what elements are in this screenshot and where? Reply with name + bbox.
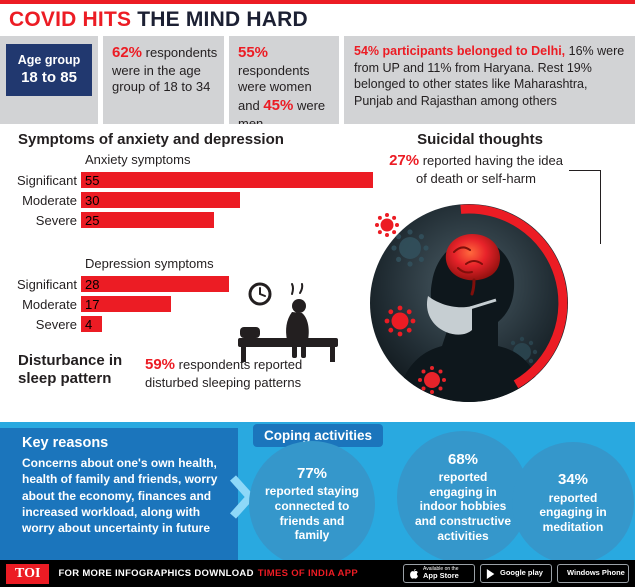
top-red-line [0,0,635,4]
toi-logo: TOI [6,563,50,584]
virus-particle-red-icon [375,213,399,237]
bar-row: Moderate 30 [0,192,373,208]
age-group-label: Age group [17,53,81,67]
stat-state-distribution: 54% participants belonged to Delhi, 16% … [344,36,635,124]
connector-line-vertical [600,170,601,244]
page-title-red: COVID HITS [9,8,132,31]
virus-particle-red-icon [418,366,446,394]
sleep-disturbance-title: Disturbance in sleep pattern [18,352,123,387]
anxiety-significant-bar: 55 [81,172,373,188]
stat-gender-mid: respondents were women and [238,62,312,114]
depression-significant-bar: 28 [81,276,230,292]
stats-strip: Age group 18 to 85 62% respondents were … [0,36,635,131]
symptoms-section: Symptoms of anxiety and depression Anxie… [0,124,635,422]
virus-particle-red-icon [384,305,416,337]
bar-value: 30 [85,192,100,208]
sleep-rest: respondents reported disturbed sleeping … [145,357,303,390]
stat-age-text: respondents were in the age group of 18 … [112,45,218,95]
brain-highlight [445,234,500,281]
stat-gender-split: 55% respondents were women and 45% were … [229,36,339,131]
bar-row: Significant 28 [0,276,230,292]
depression-group-label: Depression symptoms [85,256,214,271]
bar-row: Severe 4 [0,316,229,332]
bar-category-label: Significant [17,172,77,188]
key-reasons-body: Concerns about one's own health, health … [22,456,218,536]
page-title-dark: THE MIND HARD [131,8,308,31]
coping-circle-friends: 77% reported staying connected to friend… [249,441,375,567]
person-on-bed-icon [238,282,338,362]
badge-line2: Windows Phone [567,568,625,578]
google-play-badge[interactable]: Google play [480,564,552,583]
stat-men-pct: 45% [263,97,294,115]
badge-line2: Google play [500,568,543,578]
age-group-box: Age group 18 to 85 [6,44,92,96]
stat-state-rest: 16% were from UP and 11% from Haryana. R… [354,44,625,108]
depression-bar-chart: Significant 28 Moderate 17 Severe 4 [0,276,230,336]
suicidal-rest: reported having the idea of death or sel… [416,153,563,186]
bar-row: Moderate 17 [0,296,229,312]
bar-category-label: Significant [17,276,77,292]
anxiety-moderate-bar: 30 [81,192,240,208]
bar-category-label: Moderate [22,192,77,208]
coping-text: reported engaging in indoor hobbies and … [414,470,512,543]
bar-category-label: Severe [35,212,77,228]
suicidal-thoughts-title: Suicidal thoughts [417,131,543,148]
sleep-disturbance-text: 59% respondents reported disturbed sleep… [145,355,335,391]
bar-value: 25 [85,212,100,228]
windows-phone-badge[interactable]: Windows Phone [557,564,629,583]
anxiety-group-label: Anxiety symptoms [85,152,191,167]
coping-text: reported engaging in meditation [539,490,607,534]
bar-value: 17 [85,296,100,312]
anxiety-bar-chart: Significant 55 Moderate 30 Severe 25 [0,172,373,232]
anxiety-severe-bar: 25 [81,212,214,228]
sleep-pct: 59% [145,356,176,373]
footer-app-name: TIMES OF INDIA APP [257,568,358,579]
apple-icon [410,568,418,579]
stat-women-pct: 55% [238,44,269,61]
connector-line-horizontal [569,170,601,171]
bar-row: Severe 25 [0,212,373,228]
badge-line2: App Store [423,571,459,581]
stat-block-age-group: Age group 18 to 85 [0,36,98,124]
depression-severe-bar: 4 [81,316,103,332]
google-play-icon [486,568,495,579]
footer-promo-text: FOR MORE INFOGRAPHICS DOWNLOAD [58,568,254,579]
suicidal-thoughts-text: 27% reported having the idea of death or… [383,151,569,187]
coping-circle-meditation: 34% reported engaging in meditation [512,442,634,564]
symptoms-heading: Symptoms of anxiety and depression [18,131,284,148]
badge-line1: Available on the [423,565,459,572]
suicidal-pct: 27% [389,152,420,169]
coping-circle-hobbies: 68% reported engaging in indoor hobbies … [397,431,529,563]
virus-particle-teal-icon [391,229,429,267]
depression-moderate-bar: 17 [81,296,172,312]
coping-activities-title: Coping activities [253,424,383,447]
key-reasons-title: Key reasons [22,435,109,451]
bar-row: Significant 55 [0,172,373,188]
age-group-range: 18 to 85 [21,69,77,86]
store-badges: Available on the App Store Google play Wi… [403,564,629,583]
stat-state-lead: 54% participants belonged to Delhi, [354,44,566,58]
stat-age-distribution: 62% respondents were in the age group of… [103,36,224,124]
bar-value: 55 [85,172,100,188]
bar-value: 4 [85,316,93,332]
app-store-badge[interactable]: Available on the App Store [403,564,475,583]
coping-text: reported staying connected to friends an… [264,484,360,543]
bar-category-label: Moderate [22,296,77,312]
footer-bar: TOI FOR MORE INFOGRAPHICS DOWNLOAD TIMES… [0,560,635,587]
bar-value: 28 [85,276,100,292]
coping-section: Key reasons Concerns about one's own hea… [0,422,635,567]
coping-pct: 68% [447,450,479,468]
key-reasons-panel: Key reasons Concerns about one's own hea… [0,428,238,560]
page-title: COVID HITS THE MIND HARD [0,4,635,32]
coping-pct: 34% [557,471,589,489]
stat-age-pct: 62% [112,44,143,61]
bar-category-label: Severe [35,316,77,332]
header: COVID HITS THE MIND HARD [0,4,635,36]
coping-pct: 77% [296,465,328,483]
